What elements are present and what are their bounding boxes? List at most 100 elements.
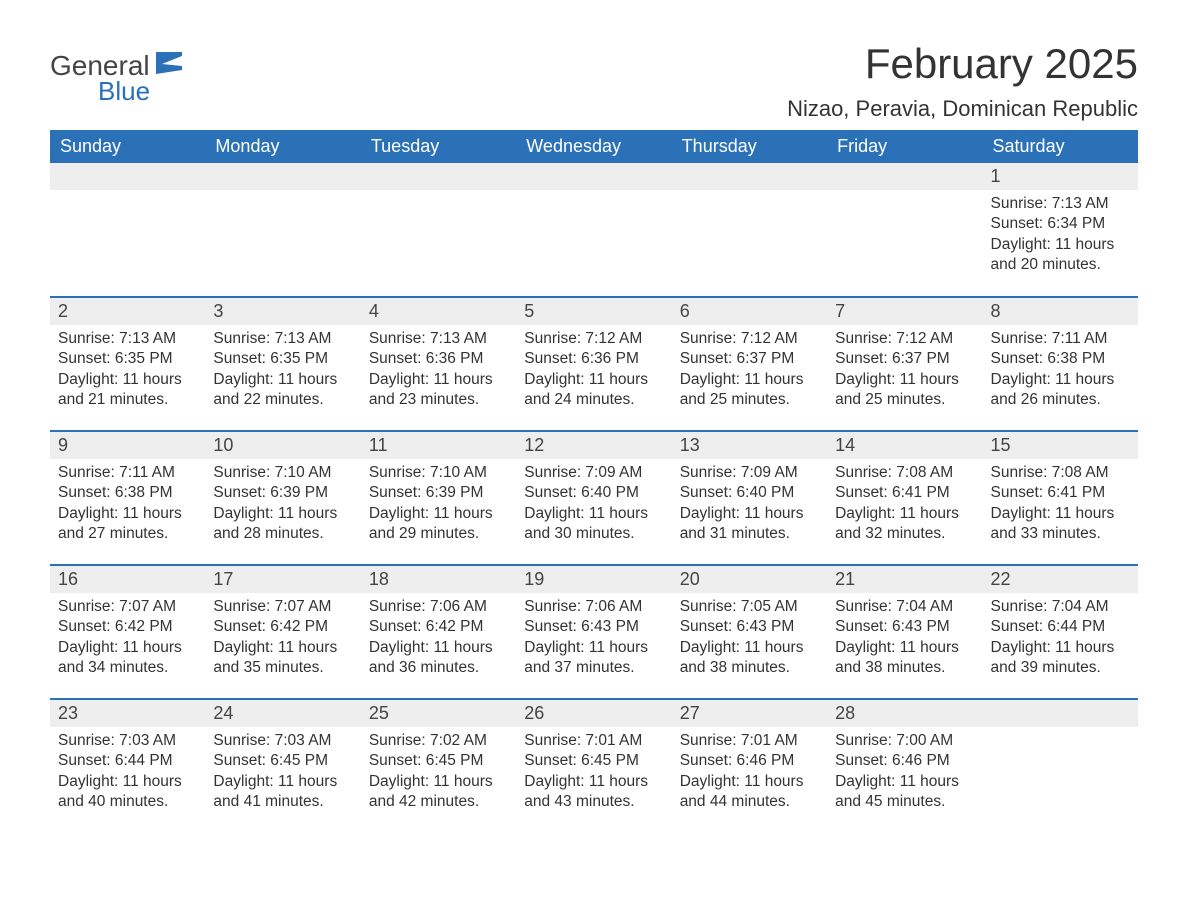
day-number: 10 bbox=[205, 432, 360, 459]
day-number: 16 bbox=[50, 566, 205, 593]
day-details: Sunrise: 7:09 AMSunset: 6:40 PMDaylight:… bbox=[516, 459, 671, 549]
day-number bbox=[983, 700, 1138, 727]
day-number bbox=[827, 163, 982, 190]
calendar-day-cell: 5Sunrise: 7:12 AMSunset: 6:36 PMDaylight… bbox=[516, 297, 671, 431]
day-number: 14 bbox=[827, 432, 982, 459]
month-title: February 2025 bbox=[787, 40, 1138, 88]
calendar-day-cell bbox=[672, 163, 827, 297]
calendar-day-cell: 11Sunrise: 7:10 AMSunset: 6:39 PMDayligh… bbox=[361, 431, 516, 565]
day-number: 8 bbox=[983, 298, 1138, 325]
day-details: Sunrise: 7:02 AMSunset: 6:45 PMDaylight:… bbox=[361, 727, 516, 817]
calendar-day-cell: 1Sunrise: 7:13 AMSunset: 6:34 PMDaylight… bbox=[983, 163, 1138, 297]
calendar-week-row: 23Sunrise: 7:03 AMSunset: 6:44 PMDayligh… bbox=[50, 699, 1138, 833]
day-number: 22 bbox=[983, 566, 1138, 593]
calendar-day-cell: 10Sunrise: 7:10 AMSunset: 6:39 PMDayligh… bbox=[205, 431, 360, 565]
calendar-day-cell: 24Sunrise: 7:03 AMSunset: 6:45 PMDayligh… bbox=[205, 699, 360, 833]
calendar-day-cell bbox=[516, 163, 671, 297]
calendar-day-cell bbox=[205, 163, 360, 297]
day-details: Sunrise: 7:00 AMSunset: 6:46 PMDaylight:… bbox=[827, 727, 982, 817]
calendar-day-cell: 17Sunrise: 7:07 AMSunset: 6:42 PMDayligh… bbox=[205, 565, 360, 699]
day-number: 5 bbox=[516, 298, 671, 325]
weekday-header: Saturday bbox=[983, 130, 1138, 163]
day-details: Sunrise: 7:06 AMSunset: 6:42 PMDaylight:… bbox=[361, 593, 516, 683]
calendar-day-cell: 14Sunrise: 7:08 AMSunset: 6:41 PMDayligh… bbox=[827, 431, 982, 565]
day-number: 28 bbox=[827, 700, 982, 727]
day-number bbox=[50, 163, 205, 190]
day-number: 15 bbox=[983, 432, 1138, 459]
day-details: Sunrise: 7:04 AMSunset: 6:44 PMDaylight:… bbox=[983, 593, 1138, 683]
calendar-day-cell: 15Sunrise: 7:08 AMSunset: 6:41 PMDayligh… bbox=[983, 431, 1138, 565]
weekday-header: Tuesday bbox=[361, 130, 516, 163]
day-number: 9 bbox=[50, 432, 205, 459]
calendar-day-cell: 26Sunrise: 7:01 AMSunset: 6:45 PMDayligh… bbox=[516, 699, 671, 833]
calendar-day-cell: 20Sunrise: 7:05 AMSunset: 6:43 PMDayligh… bbox=[672, 565, 827, 699]
calendar-day-cell: 16Sunrise: 7:07 AMSunset: 6:42 PMDayligh… bbox=[50, 565, 205, 699]
day-number bbox=[672, 163, 827, 190]
day-number: 1 bbox=[983, 163, 1138, 190]
day-details: Sunrise: 7:07 AMSunset: 6:42 PMDaylight:… bbox=[205, 593, 360, 683]
weekday-header: Monday bbox=[205, 130, 360, 163]
day-details: Sunrise: 7:05 AMSunset: 6:43 PMDaylight:… bbox=[672, 593, 827, 683]
title-block: February 2025 Nizao, Peravia, Dominican … bbox=[787, 40, 1138, 122]
day-number: 12 bbox=[516, 432, 671, 459]
calendar-day-cell: 27Sunrise: 7:01 AMSunset: 6:46 PMDayligh… bbox=[672, 699, 827, 833]
calendar-week-row: 9Sunrise: 7:11 AMSunset: 6:38 PMDaylight… bbox=[50, 431, 1138, 565]
day-number bbox=[516, 163, 671, 190]
day-details: Sunrise: 7:08 AMSunset: 6:41 PMDaylight:… bbox=[827, 459, 982, 549]
day-number: 4 bbox=[361, 298, 516, 325]
calendar-week-row: 16Sunrise: 7:07 AMSunset: 6:42 PMDayligh… bbox=[50, 565, 1138, 699]
weekday-header: Thursday bbox=[672, 130, 827, 163]
calendar-day-cell: 12Sunrise: 7:09 AMSunset: 6:40 PMDayligh… bbox=[516, 431, 671, 565]
calendar-day-cell: 22Sunrise: 7:04 AMSunset: 6:44 PMDayligh… bbox=[983, 565, 1138, 699]
calendar-day-cell: 18Sunrise: 7:06 AMSunset: 6:42 PMDayligh… bbox=[361, 565, 516, 699]
calendar-day-cell: 3Sunrise: 7:13 AMSunset: 6:35 PMDaylight… bbox=[205, 297, 360, 431]
calendar-day-cell: 19Sunrise: 7:06 AMSunset: 6:43 PMDayligh… bbox=[516, 565, 671, 699]
day-number: 26 bbox=[516, 700, 671, 727]
day-details: Sunrise: 7:13 AMSunset: 6:35 PMDaylight:… bbox=[50, 325, 205, 415]
day-details: Sunrise: 7:06 AMSunset: 6:43 PMDaylight:… bbox=[516, 593, 671, 683]
header: General Blue February 2025 Nizao, Peravi… bbox=[50, 40, 1138, 122]
calendar-week-row: 1Sunrise: 7:13 AMSunset: 6:34 PMDaylight… bbox=[50, 163, 1138, 297]
day-number: 24 bbox=[205, 700, 360, 727]
day-details: Sunrise: 7:08 AMSunset: 6:41 PMDaylight:… bbox=[983, 459, 1138, 549]
calendar-body: 1Sunrise: 7:13 AMSunset: 6:34 PMDaylight… bbox=[50, 163, 1138, 833]
logo-flag-icon bbox=[156, 52, 182, 74]
calendar-day-cell: 25Sunrise: 7:02 AMSunset: 6:45 PMDayligh… bbox=[361, 699, 516, 833]
day-number: 20 bbox=[672, 566, 827, 593]
day-number: 25 bbox=[361, 700, 516, 727]
location-subtitle: Nizao, Peravia, Dominican Republic bbox=[787, 96, 1138, 122]
calendar-day-cell: 6Sunrise: 7:12 AMSunset: 6:37 PMDaylight… bbox=[672, 297, 827, 431]
day-number: 11 bbox=[361, 432, 516, 459]
day-number: 2 bbox=[50, 298, 205, 325]
day-number: 23 bbox=[50, 700, 205, 727]
calendar-day-cell: 8Sunrise: 7:11 AMSunset: 6:38 PMDaylight… bbox=[983, 297, 1138, 431]
calendar-week-row: 2Sunrise: 7:13 AMSunset: 6:35 PMDaylight… bbox=[50, 297, 1138, 431]
day-details: Sunrise: 7:12 AMSunset: 6:37 PMDaylight:… bbox=[672, 325, 827, 415]
day-details: Sunrise: 7:13 AMSunset: 6:34 PMDaylight:… bbox=[983, 190, 1138, 280]
weekday-header: Wednesday bbox=[516, 130, 671, 163]
calendar-day-cell: 23Sunrise: 7:03 AMSunset: 6:44 PMDayligh… bbox=[50, 699, 205, 833]
calendar-table: SundayMondayTuesdayWednesdayThursdayFrid… bbox=[50, 130, 1138, 833]
day-number: 3 bbox=[205, 298, 360, 325]
day-number: 13 bbox=[672, 432, 827, 459]
day-number: 17 bbox=[205, 566, 360, 593]
day-number: 18 bbox=[361, 566, 516, 593]
calendar-day-cell bbox=[361, 163, 516, 297]
day-details: Sunrise: 7:01 AMSunset: 6:46 PMDaylight:… bbox=[672, 727, 827, 817]
day-details: Sunrise: 7:09 AMSunset: 6:40 PMDaylight:… bbox=[672, 459, 827, 549]
day-details: Sunrise: 7:10 AMSunset: 6:39 PMDaylight:… bbox=[205, 459, 360, 549]
day-number: 21 bbox=[827, 566, 982, 593]
calendar-day-cell bbox=[50, 163, 205, 297]
day-details: Sunrise: 7:01 AMSunset: 6:45 PMDaylight:… bbox=[516, 727, 671, 817]
day-details: Sunrise: 7:11 AMSunset: 6:38 PMDaylight:… bbox=[50, 459, 205, 549]
day-number bbox=[361, 163, 516, 190]
weekday-header: Sunday bbox=[50, 130, 205, 163]
weekday-header-row: SundayMondayTuesdayWednesdayThursdayFrid… bbox=[50, 130, 1138, 163]
logo: General Blue bbox=[50, 40, 182, 104]
weekday-header: Friday bbox=[827, 130, 982, 163]
day-details: Sunrise: 7:12 AMSunset: 6:36 PMDaylight:… bbox=[516, 325, 671, 415]
day-details: Sunrise: 7:03 AMSunset: 6:44 PMDaylight:… bbox=[50, 727, 205, 817]
day-details: Sunrise: 7:04 AMSunset: 6:43 PMDaylight:… bbox=[827, 593, 982, 683]
day-number: 27 bbox=[672, 700, 827, 727]
calendar-day-cell bbox=[827, 163, 982, 297]
